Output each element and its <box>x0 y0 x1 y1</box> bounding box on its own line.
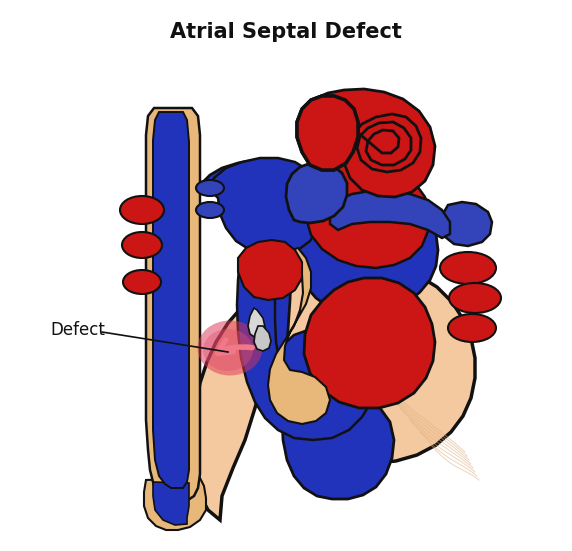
Polygon shape <box>144 478 206 530</box>
Ellipse shape <box>197 321 263 375</box>
Ellipse shape <box>449 283 501 313</box>
Polygon shape <box>248 308 265 338</box>
Polygon shape <box>286 163 347 223</box>
Polygon shape <box>238 240 302 300</box>
Polygon shape <box>316 89 435 197</box>
Ellipse shape <box>123 270 161 294</box>
Polygon shape <box>306 163 430 268</box>
Text: Atrial Septal Defect: Atrial Septal Defect <box>170 22 402 42</box>
Polygon shape <box>254 326 271 351</box>
Polygon shape <box>440 202 492 246</box>
Polygon shape <box>208 158 322 254</box>
Polygon shape <box>297 96 358 170</box>
Ellipse shape <box>203 329 253 371</box>
Text: Defect: Defect <box>50 321 105 339</box>
Polygon shape <box>297 96 358 170</box>
Ellipse shape <box>440 252 496 284</box>
Ellipse shape <box>448 314 496 342</box>
Ellipse shape <box>196 202 224 218</box>
Polygon shape <box>330 191 450 238</box>
Ellipse shape <box>122 232 162 258</box>
Polygon shape <box>200 160 438 499</box>
Ellipse shape <box>196 180 224 196</box>
Polygon shape <box>153 112 189 488</box>
Polygon shape <box>153 482 189 525</box>
Polygon shape <box>194 261 475 520</box>
Ellipse shape <box>120 196 164 224</box>
Polygon shape <box>237 252 375 440</box>
Polygon shape <box>268 248 330 424</box>
Polygon shape <box>304 278 435 408</box>
Polygon shape <box>146 108 200 500</box>
